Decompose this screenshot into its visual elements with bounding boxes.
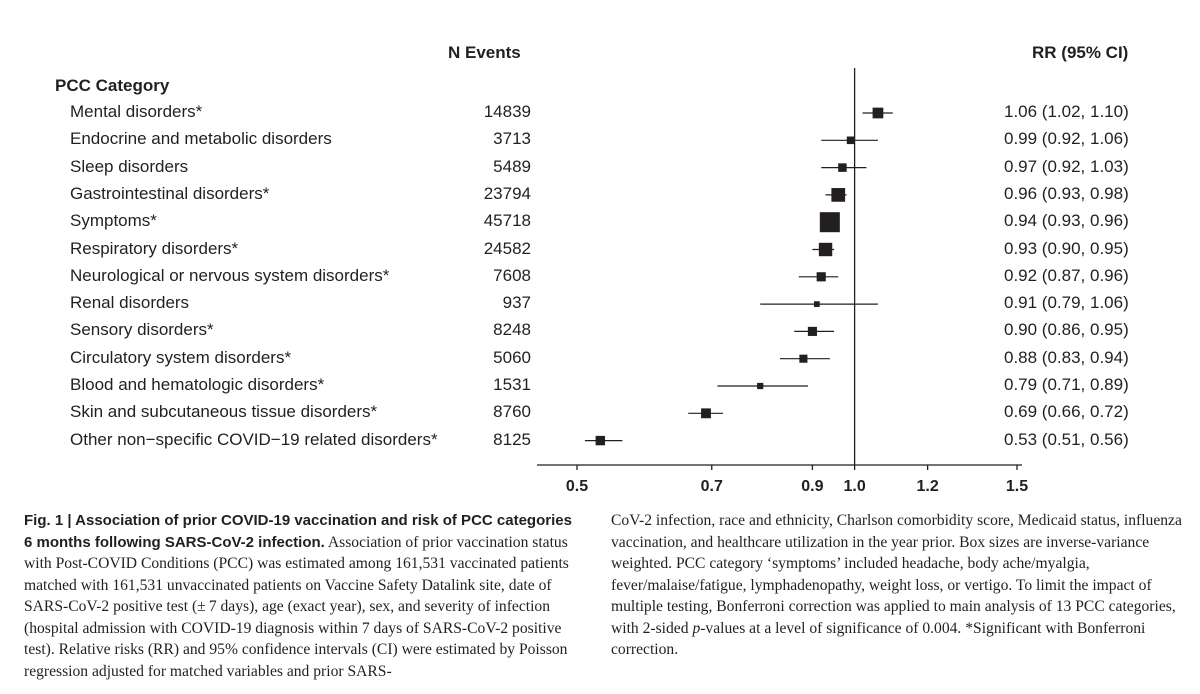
n-events-value: 5060 [493, 347, 531, 367]
category-label: Mental disorders* [70, 102, 203, 121]
rr-ci-value: 0.53 (0.51, 0.56) [1004, 429, 1129, 449]
n-events-value: 1531 [493, 375, 531, 394]
category-label: Circulatory system disorders* [70, 347, 292, 367]
forest-row: Blood and hematologic disorders* 1531 0.79… [0, 375, 1200, 401]
forest-row: Circulatory system disorders* 5060 0.88 (0… [0, 348, 1200, 374]
rr-ci-value: 0.90 (0.86, 0.95) [1004, 320, 1129, 340]
category-label: Respiratory disorders* [70, 238, 239, 258]
rr-ci-value: 0.94 (0.93, 0.96) [1004, 211, 1129, 231]
rr-ci-header: RR (95% CI) [1032, 43, 1129, 62]
figure-label: Fig. 1 | Association of prior COVID-19 v… [24, 512, 572, 551]
forest-row: Symptoms* 45718 0.94 (0.93, 0.96) [0, 211, 1200, 237]
n-events-value: 8248 [493, 320, 531, 340]
rr-ci-value: 0.93 (0.90, 0.95) [1004, 238, 1129, 258]
category-label: Other non−specific COVID−19 related diso… [70, 429, 438, 449]
forest-row: Sensory disorders* 8248 0.90 (0.86, 0.95) [0, 320, 1200, 346]
caption-text-2b: -values at a level of significance of 0.… [611, 619, 1146, 659]
n-events-value: 8760 [493, 402, 531, 422]
x-tick-label: 0.9 [801, 478, 823, 495]
rr-estimate-box [831, 188, 846, 202]
category-label: Skin and subcutaneous tissue disorders* [70, 402, 378, 422]
n-events-value: 3713 [493, 129, 531, 149]
rr-ci-value: 1.06 (1.02, 1.10) [1004, 102, 1129, 121]
rr-ci-value: 0.97 (0.92, 1.03) [1004, 156, 1129, 176]
category-label: Symptoms* [70, 211, 157, 231]
rr-estimate-box [846, 136, 855, 145]
n-events-value: 23794 [483, 183, 531, 203]
caption-column-1: Fig. 1 | Association of prior COVID-19 v… [24, 510, 584, 682]
rr-ci-value: 0.91 (0.79, 1.06) [1004, 293, 1129, 313]
n-events-value: 14839 [483, 102, 531, 121]
forest-plot-figure: N Events RR (95% CI) PCC Category Mental… [0, 43, 1200, 495]
n-events-header: N Events [448, 43, 521, 62]
category-label: Neurological or nervous system disorders… [70, 265, 390, 285]
forest-row: Gastrointestinal disorders* 23794 0.96 (0.… [0, 184, 1200, 210]
caption-p-italic: p [692, 619, 701, 637]
forest-row: Sleep disorders 5489 0.97 (0.92, 1.03) [0, 157, 1200, 183]
x-tick-label: 1.2 [917, 478, 939, 495]
forest-row: Respiratory disorders* 24582 0.93 (0.90, 0… [0, 239, 1200, 265]
category-label: Endocrine and metabolic disorders [70, 129, 332, 149]
forest-row: Mental disorders* 14839 1.06 (1.02, 1.10) [0, 102, 1200, 128]
rr-estimate-box [807, 326, 817, 336]
category-label: Sleep disorders [70, 156, 189, 176]
rr-estimate-box [799, 354, 808, 363]
x-tick-label: 1.5 [1006, 478, 1028, 495]
rr-ci-value: 0.99 (0.92, 1.06) [1004, 129, 1129, 149]
rr-estimate-box [757, 382, 764, 390]
rr-ci-value: 0.79 (0.71, 0.89) [1004, 375, 1129, 394]
n-events-value: 937 [502, 293, 531, 313]
forest-plot-svg: 0.5 0.7 0.9 1.0 1.2 1.5 [537, 68, 1028, 495]
rr-estimate-box [819, 212, 840, 233]
n-events-value: 5489 [493, 156, 531, 176]
rr-estimate-box [813, 301, 820, 307]
rr-ci-value: 0.92 (0.87, 0.96) [1004, 265, 1129, 285]
forest-row: Endocrine and metabolic disorders 3713 0.9… [0, 129, 1200, 155]
rr-ci-value: 0.69 (0.66, 0.72) [1004, 402, 1129, 422]
x-tick-label: 0.7 [701, 478, 723, 495]
rr-ci-value: 0.88 (0.83, 0.94) [1004, 347, 1129, 367]
category-label: Sensory disorders* [70, 320, 214, 340]
forest-row: Other non−specific COVID−19 related diso… [0, 430, 1200, 456]
n-events-value: 8125 [493, 429, 531, 449]
caption-text-2a: CoV-2 infection, race and ethnicity, Cha… [611, 512, 1182, 637]
x-tick-label: 0.5 [566, 478, 588, 495]
rr-estimate-box [701, 408, 711, 419]
forest-row: Neurological or nervous system disorders… [0, 266, 1200, 292]
forest-row: Renal disorders 937 0.91 (0.79, 1.06) [0, 293, 1200, 319]
rr-estimate-box [816, 272, 826, 282]
forest-row: Skin and subcutaneous tissue disorders* 8… [0, 402, 1200, 428]
category-label: Gastrointestinal disorders* [70, 183, 270, 203]
figure-caption: Fig. 1 | Association of prior COVID-19 v… [24, 510, 1184, 690]
category-label: Blood and hematologic disorders* [70, 375, 325, 394]
n-events-value: 24582 [483, 238, 531, 258]
rr-estimate-box [818, 242, 833, 257]
rr-estimate-box [872, 107, 884, 119]
x-tick-label: 1.0 [843, 478, 865, 495]
caption-text-1: Association of prior vaccination status … [24, 533, 569, 680]
caption-column-2: CoV-2 infection, race and ethnicity, Cha… [611, 510, 1184, 661]
category-label: Renal disorders [70, 293, 190, 313]
rr-estimate-box [838, 163, 847, 172]
n-events-value: 7608 [493, 265, 531, 285]
n-events-value: 45718 [483, 211, 531, 231]
rr-estimate-box [595, 435, 606, 446]
rr-ci-value: 0.96 (0.93, 0.98) [1004, 183, 1129, 203]
pcc-category-header: PCC Category [55, 76, 170, 95]
